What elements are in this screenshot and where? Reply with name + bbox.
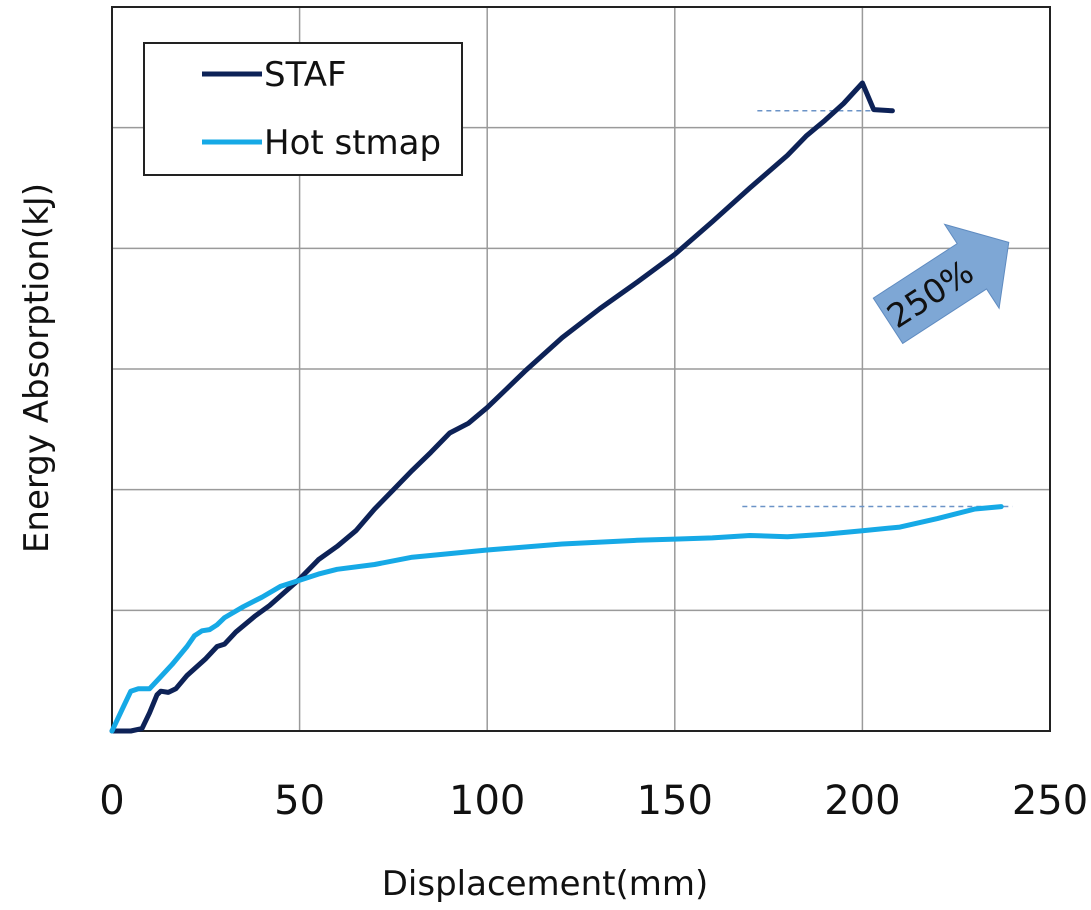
x-tick-label-150: 150 — [637, 778, 713, 824]
x-tick-label-100: 100 — [449, 778, 525, 824]
legend-label-staf: STAF — [264, 55, 347, 95]
reference-lines — [742, 110, 1013, 508]
legend: STAF Hot stmap — [143, 42, 463, 176]
plot-area — [111, 6, 1051, 732]
x-axis-title: Displacement(mm) — [382, 864, 709, 904]
x-tick-label-0: 0 — [99, 778, 124, 824]
increase-arrow: 250% — [872, 223, 1010, 345]
grid-lines — [112, 7, 1050, 731]
x-tick-label-200: 200 — [824, 778, 900, 824]
series-line-hot-stmap — [109, 504, 1004, 734]
x-tick-labels: 0 50 100 150 200 250 — [99, 778, 1088, 824]
legend-box — [143, 42, 463, 176]
legend-label-hot-stmap: Hot stmap — [264, 123, 441, 163]
x-tick-label-50: 50 — [274, 778, 325, 824]
x-tick-label-250: 250 — [1012, 778, 1088, 824]
series-line-staf — [109, 80, 895, 734]
arrow-icon — [872, 223, 1010, 345]
series-lines — [109, 80, 1004, 734]
y-axis-title: Energy Absorption(kJ) — [17, 183, 57, 553]
